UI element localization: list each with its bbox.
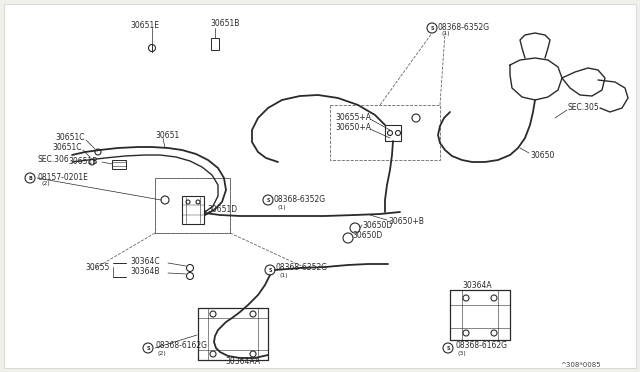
Text: (2): (2) [158,350,167,356]
Text: 30364AA: 30364AA [225,357,260,366]
Text: 30651B: 30651B [210,19,239,29]
Bar [211,38,219,50]
Text: 30655: 30655 [85,263,109,272]
Bar [330,105,440,160]
Text: 08368-6352G: 08368-6352G [274,196,326,205]
Text: 30364A: 30364A [462,280,492,289]
Text: 30650+A: 30650+A [335,124,371,132]
Text: SEC.306: SEC.306 [38,155,70,164]
Text: (2): (2) [42,182,51,186]
Bar [182,196,204,224]
Text: S: S [268,267,272,273]
Text: 30651C: 30651C [55,134,84,142]
Text: 30651C: 30651C [52,144,81,153]
Text: S: S [446,346,450,350]
Text: SEC.305: SEC.305 [568,103,600,112]
Text: 30650D: 30650D [362,221,392,230]
Bar [385,125,401,141]
Text: 08368-6352G: 08368-6352G [438,22,490,32]
Text: (1): (1) [278,205,287,209]
Text: 30364B: 30364B [130,267,159,276]
Text: 30650D: 30650D [352,231,382,241]
Text: (1): (1) [442,32,451,36]
Text: 30651D: 30651D [207,205,237,215]
Text: S: S [266,198,269,202]
Text: 30655+A: 30655+A [335,113,371,122]
Bar [155,178,230,233]
Text: ^308*0085: ^308*0085 [560,362,600,368]
Text: S: S [147,346,150,350]
Text: (1): (1) [280,273,289,278]
Text: S: S [430,26,434,31]
Bar [155,178,230,233]
Text: B: B [28,176,32,180]
Text: 30651E: 30651E [130,22,159,31]
Text: 30364C: 30364C [130,257,159,266]
Text: 08368-6352G: 08368-6352G [276,263,328,273]
Text: 30650: 30650 [530,151,554,160]
Text: (3): (3) [458,350,467,356]
Text: 08157-0201E: 08157-0201E [37,173,88,182]
Text: 30650+B: 30650+B [388,218,424,227]
Text: 08368-6162G: 08368-6162G [455,341,507,350]
Text: 30651: 30651 [155,131,179,140]
Bar [112,160,126,169]
Text: 30651B: 30651B [68,157,97,167]
Text: 08368-6162G: 08368-6162G [155,341,207,350]
